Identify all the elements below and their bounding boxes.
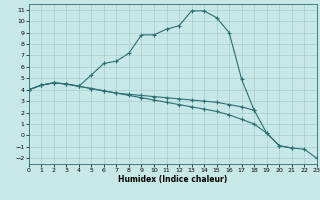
X-axis label: Humidex (Indice chaleur): Humidex (Indice chaleur) [118,175,228,184]
